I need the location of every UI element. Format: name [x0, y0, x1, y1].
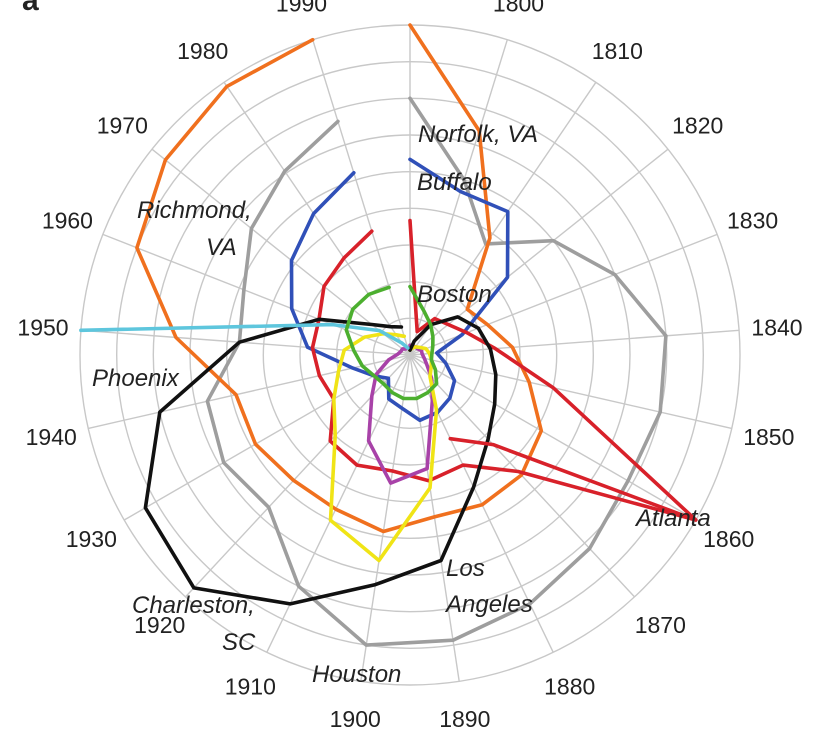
- year-label: 1890: [439, 706, 490, 732]
- year-label: 1970: [97, 113, 148, 139]
- grid-spoke: [409, 329, 740, 356]
- year-label: 1800: [493, 0, 544, 16]
- year-label: 1930: [66, 526, 117, 552]
- series-line-atlanta: [448, 436, 698, 522]
- series-line-unnamed: [344, 284, 439, 401]
- label-boston: Boston: [417, 281, 492, 308]
- series-line-richmond-va: [135, 23, 544, 534]
- year-label: 1840: [751, 315, 802, 341]
- label-houston: Houston: [312, 661, 401, 688]
- label-richmond-2: VA: [206, 234, 237, 261]
- year-label: 1990: [276, 0, 327, 16]
- panel-label: a: [22, 0, 39, 17]
- year-label: 1810: [592, 38, 643, 64]
- grid-spoke: [360, 354, 411, 682]
- label-los-angeles-2: Angeles: [444, 591, 533, 618]
- label-atlanta: Atlanta: [634, 505, 711, 532]
- year-label: 1960: [42, 208, 93, 234]
- grid-spoke: [223, 81, 411, 356]
- label-phoenix: Phoenix: [92, 365, 180, 392]
- grid-spoke: [123, 354, 411, 521]
- grid-spoke: [409, 81, 597, 356]
- year-labels: 1790180018101820183018401850186018701880…: [17, 0, 802, 732]
- series-line-phoenix: [79, 322, 410, 350]
- year-label: 1910: [225, 674, 276, 700]
- grid-spoke: [409, 354, 697, 521]
- year-label: 1820: [672, 113, 723, 139]
- year-label: 1830: [727, 208, 778, 234]
- grid-spoke: [151, 148, 411, 356]
- grid-spoke: [312, 39, 411, 356]
- year-label: 1880: [544, 674, 595, 700]
- label-norfolk: Norfolk, VA: [418, 121, 538, 148]
- grid-spoke: [409, 39, 508, 356]
- series-line-norfolk-va: [205, 96, 668, 647]
- label-richmond-1: Richmond,: [137, 197, 252, 224]
- grid-spoke: [80, 329, 411, 356]
- label-los-angeles-1: Los: [446, 555, 485, 582]
- year-label: 1860: [703, 526, 754, 552]
- year-label: 1940: [26, 424, 77, 450]
- label-charleston-1: Charleston,: [132, 592, 255, 619]
- year-label: 1950: [17, 315, 68, 341]
- year-label: 1870: [635, 612, 686, 638]
- year-label: 1900: [330, 706, 381, 732]
- series-lines: [79, 23, 698, 647]
- label-charleston-2: SC: [222, 629, 256, 656]
- grid-spoke: [409, 354, 732, 430]
- series-line-buffalo: [289, 157, 510, 423]
- series-line-los-angeles: [366, 343, 435, 485]
- grid-spoke: [88, 354, 411, 430]
- grid-spoke: [409, 148, 669, 356]
- grid-spoke: [102, 233, 411, 356]
- year-label: 1920: [134, 612, 185, 638]
- year-label: 1850: [743, 424, 794, 450]
- city-labels: Norfolk, VA Buffalo Richmond, VA Boston …: [92, 121, 711, 688]
- year-label: 1980: [177, 38, 228, 64]
- series-line-houston: [328, 331, 439, 563]
- label-buffalo: Buffalo: [417, 169, 492, 196]
- polar-grid: [79, 24, 741, 686]
